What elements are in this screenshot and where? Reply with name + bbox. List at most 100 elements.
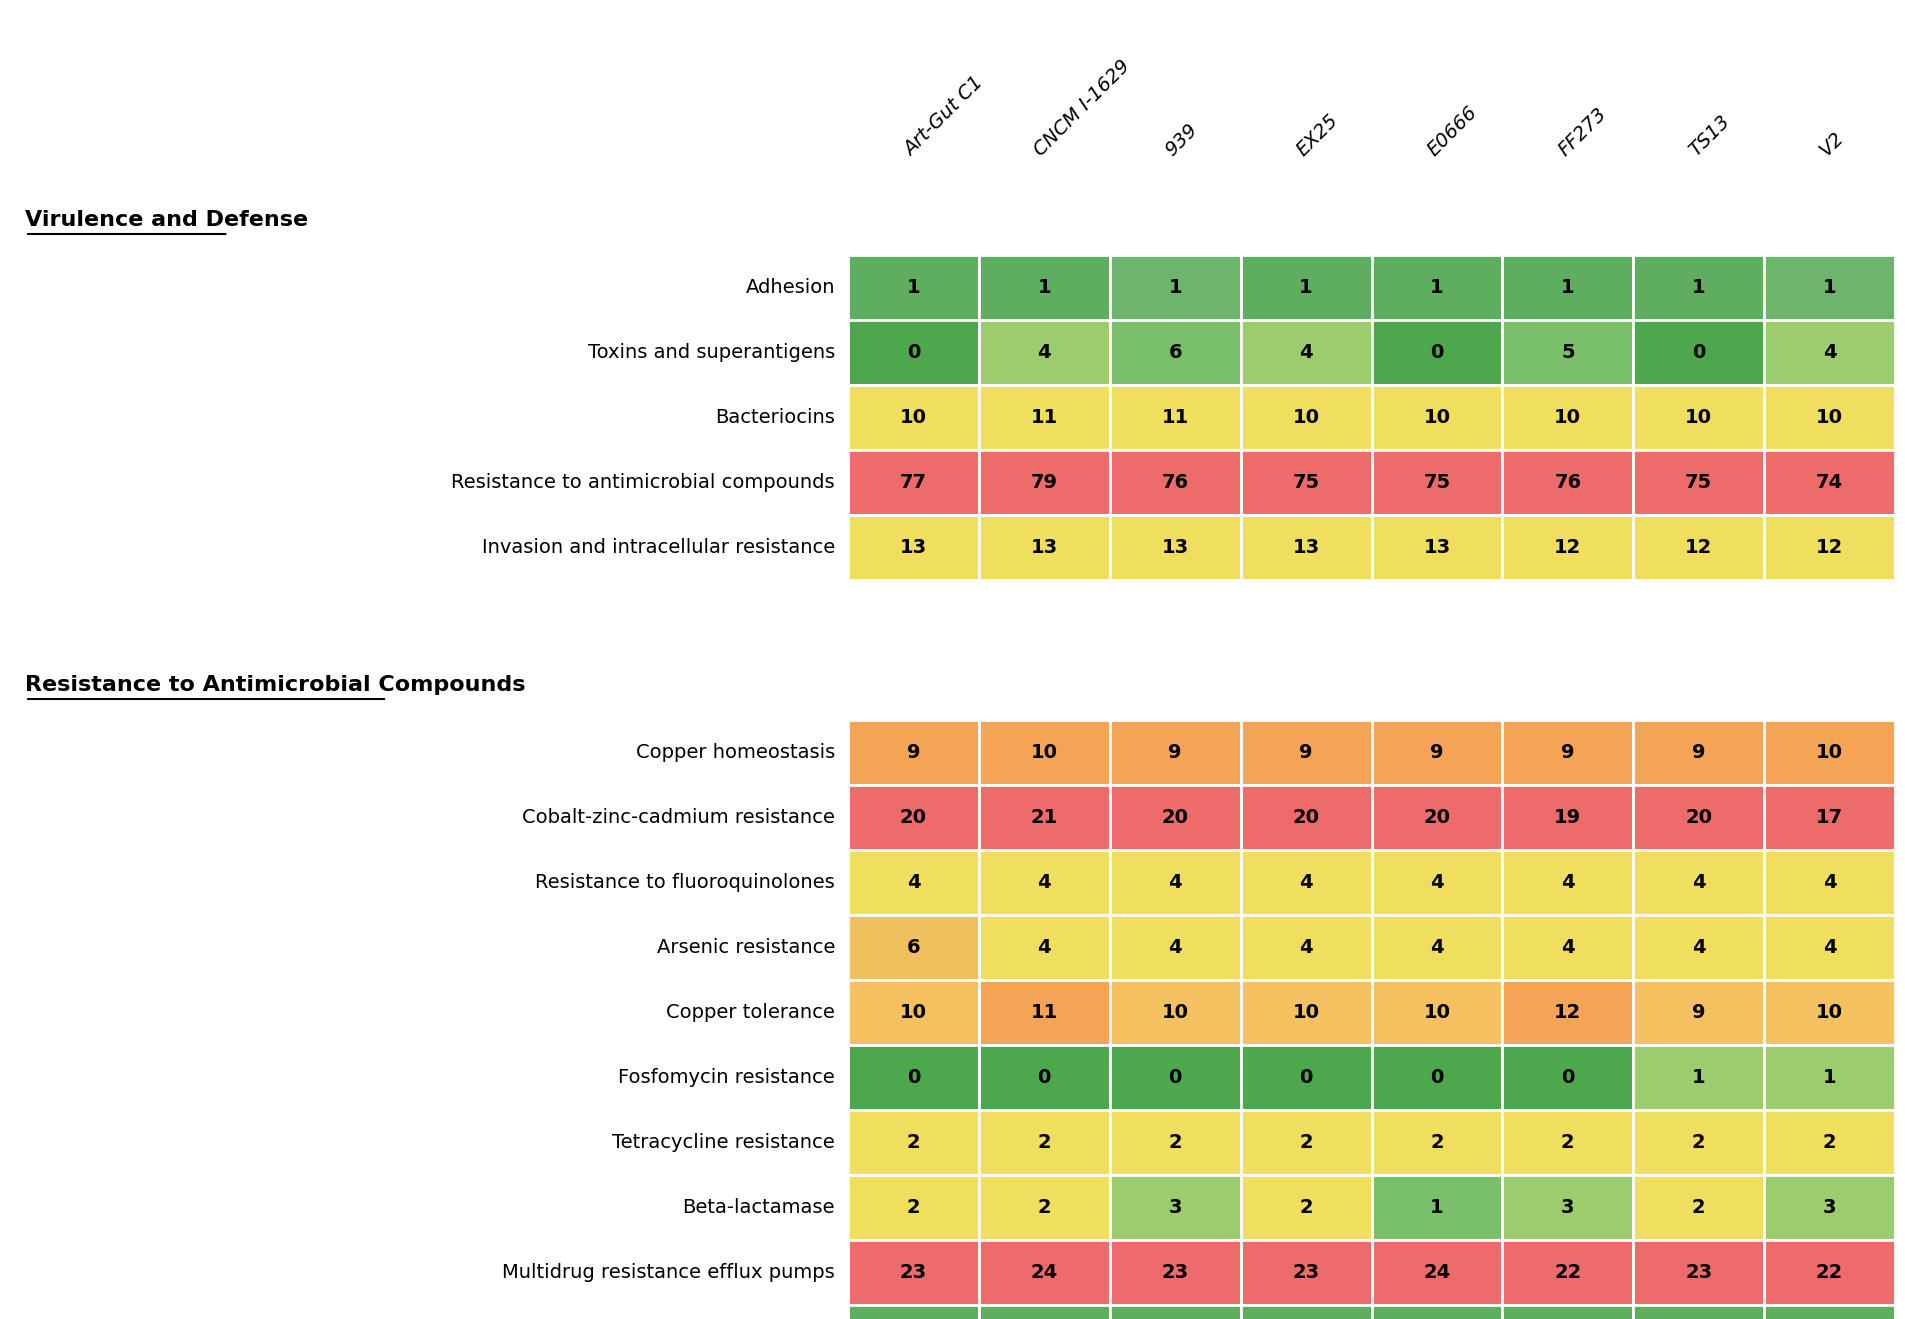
Text: 12: 12 [1554,1002,1581,1022]
Text: 76: 76 [1162,474,1189,492]
Text: Tetracycline resistance: Tetracycline resistance [612,1133,834,1151]
Text: V2: V2 [1815,128,1848,160]
Bar [1240,720,1372,785]
Text: 4: 4 [1560,873,1575,892]
Bar [848,915,979,980]
Bar [848,1045,979,1111]
Text: 2: 2 [1560,1133,1575,1151]
Text: 2: 2 [1692,1133,1705,1151]
Text: 0: 0 [907,1068,920,1087]
Text: 75: 75 [1686,474,1713,492]
Bar [1240,915,1372,980]
Text: 10: 10 [1423,408,1450,427]
Text: 4: 4 [1560,938,1575,958]
Bar [1372,514,1503,580]
Bar [1372,255,1503,321]
Text: 23: 23 [1686,1264,1713,1282]
Text: 2: 2 [1038,1133,1052,1151]
Text: 24: 24 [1031,1264,1057,1282]
Text: 1: 1 [1692,1068,1705,1087]
Text: 1: 1 [1038,278,1052,297]
Text: 13: 13 [1162,538,1189,557]
Text: Adhesion: Adhesion [745,278,834,297]
Text: 4: 4 [1299,873,1313,892]
Text: Copper homeostasis: Copper homeostasis [636,743,834,762]
Bar [1503,785,1633,849]
Text: 4: 4 [1692,873,1705,892]
Text: 11: 11 [1031,1002,1057,1022]
Bar [979,1175,1111,1240]
Text: 20: 20 [1423,809,1450,827]
Text: 4: 4 [1823,938,1836,958]
Bar [1240,450,1372,514]
Bar [1372,1111,1503,1175]
Bar [1764,1304,1895,1319]
Bar [1111,1240,1240,1304]
Text: 13: 13 [1423,538,1450,557]
Text: 75: 75 [1423,474,1450,492]
Text: 17: 17 [1815,809,1844,827]
Text: 20: 20 [1162,809,1189,827]
Bar [1503,720,1633,785]
Bar [1240,385,1372,450]
Text: 4: 4 [1431,873,1444,892]
Bar [1240,1045,1372,1111]
Text: 2: 2 [907,1133,920,1151]
Bar [1240,849,1372,915]
Text: 4: 4 [1168,873,1181,892]
Bar [979,1111,1111,1175]
Bar [1372,385,1503,450]
Bar [979,785,1111,849]
Bar [1633,1304,1764,1319]
Text: 23: 23 [1162,1264,1189,1282]
Text: 22: 22 [1815,1264,1844,1282]
Bar [848,385,979,450]
Bar [848,1304,979,1319]
Text: 10: 10 [1423,1002,1450,1022]
Text: 19: 19 [1554,809,1581,827]
Text: Invasion and intracellular resistance: Invasion and intracellular resistance [482,538,834,557]
Text: 20: 20 [899,809,928,827]
Bar [1633,321,1764,385]
Bar [848,785,979,849]
Bar [1111,1175,1240,1240]
Bar [979,450,1111,514]
Text: 2: 2 [1038,1198,1052,1217]
Bar [1764,450,1895,514]
Text: 3: 3 [1560,1198,1575,1217]
Text: Virulence and Defense: Virulence and Defense [25,210,309,230]
Bar [1764,514,1895,580]
Bar [1633,980,1764,1045]
Text: Resistance to antimicrobial compounds: Resistance to antimicrobial compounds [451,474,834,492]
Bar [1372,849,1503,915]
Text: Arsenic resistance: Arsenic resistance [657,938,834,958]
Text: 4: 4 [1299,938,1313,958]
Bar [979,720,1111,785]
Bar [1240,1111,1372,1175]
Text: 9: 9 [1168,743,1181,762]
Text: 75: 75 [1292,474,1320,492]
Bar [1764,980,1895,1045]
Text: 10: 10 [1815,1002,1842,1022]
Bar [1764,720,1895,785]
Bar [848,321,979,385]
Bar [848,1111,979,1175]
Text: 10: 10 [899,408,928,427]
Text: 13: 13 [899,538,928,557]
Text: 12: 12 [1686,538,1713,557]
Text: 4: 4 [1299,343,1313,361]
Bar [1503,1045,1633,1111]
Bar [1764,255,1895,321]
Text: 3: 3 [1823,1198,1836,1217]
Text: 10: 10 [1031,743,1057,762]
Text: 2: 2 [1823,1133,1836,1151]
Text: 1: 1 [1431,278,1444,297]
Bar [1111,321,1240,385]
Bar [1240,321,1372,385]
Bar [1633,514,1764,580]
Bar [1503,1304,1633,1319]
Bar [979,1045,1111,1111]
Text: 4: 4 [1038,873,1052,892]
Bar [1111,915,1240,980]
Bar [848,1175,979,1240]
